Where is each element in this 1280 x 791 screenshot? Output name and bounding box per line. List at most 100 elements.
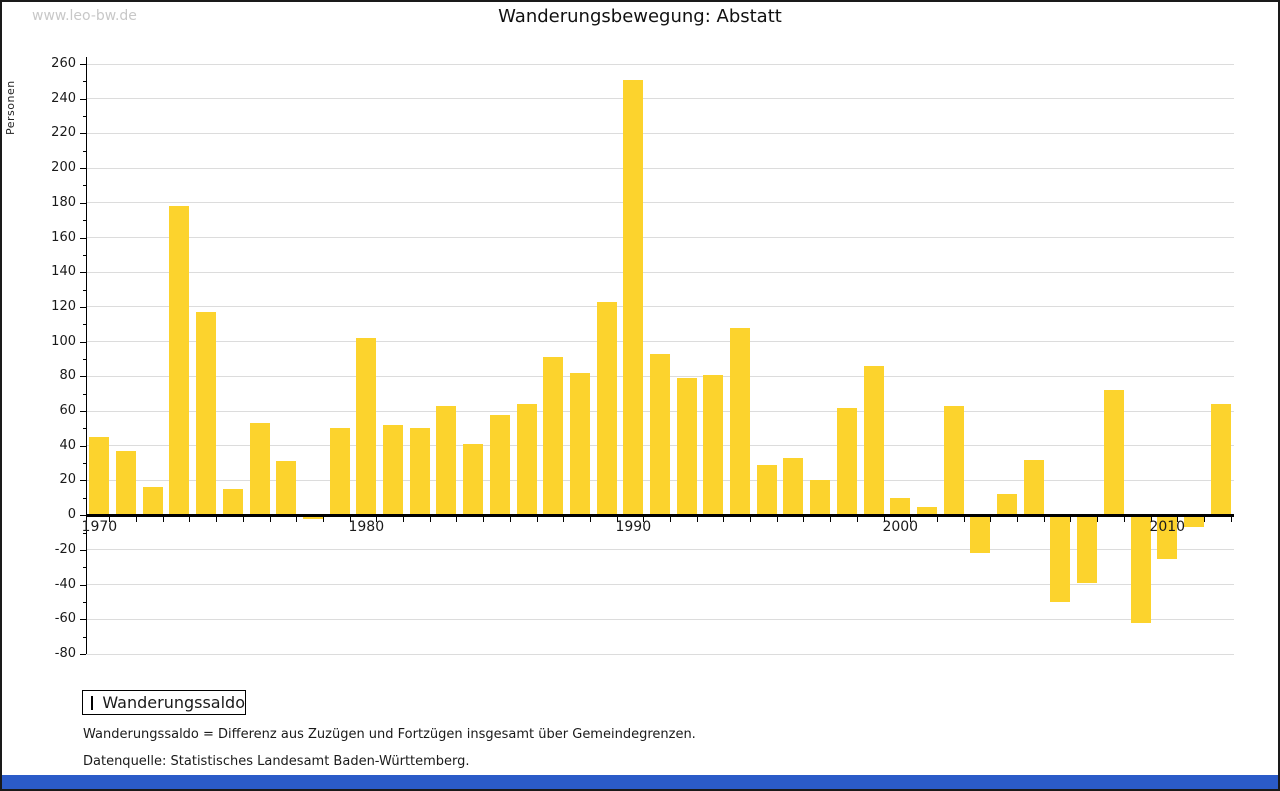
y-axis-major-tick	[80, 133, 86, 135]
x-axis-tick	[1203, 517, 1205, 523]
y-axis-tick-label: -40	[54, 576, 76, 592]
y-axis-tick-label: 260	[51, 56, 76, 71]
chart-title: Wanderungsbewegung: Abstatt	[498, 6, 782, 27]
y-axis-major-tick	[80, 341, 86, 343]
watermark-url: www.leo-bw.de	[32, 8, 137, 24]
x-axis-tick	[910, 517, 912, 523]
x-axis-tick	[1017, 517, 1019, 523]
bar-1989	[596, 301, 617, 516]
bar-2007	[1077, 515, 1098, 583]
bar-2011	[1183, 515, 1204, 528]
gridline	[86, 98, 1234, 100]
y-axis-minor-tick	[83, 254, 86, 256]
gridline	[86, 549, 1234, 551]
bar-1972	[142, 487, 163, 516]
x-axis-tick	[643, 517, 645, 523]
y-axis-minor-tick	[83, 636, 86, 638]
x-axis-tick	[963, 517, 965, 523]
y-axis-tick-label: 40	[59, 437, 76, 453]
y-axis-tick-label: -60	[54, 611, 76, 627]
x-axis-tick	[509, 517, 511, 523]
gridline	[86, 653, 1234, 655]
y-axis-major-tick	[80, 306, 86, 308]
footer-color-bar	[2, 775, 1278, 789]
y-axis-major-tick	[80, 168, 86, 170]
bar-1998	[836, 407, 857, 516]
bar-1997	[810, 480, 831, 516]
x-axis-tick	[563, 517, 565, 523]
gridline	[86, 202, 1234, 204]
legend-swatch-icon	[91, 695, 94, 710]
bar-1999	[863, 365, 884, 516]
y-axis-major-tick	[80, 584, 86, 586]
bar-2006	[1050, 515, 1071, 602]
x-axis-label-2010: 2010	[1149, 519, 1186, 536]
y-axis-tick-label: 200	[51, 160, 76, 176]
bar-1995	[756, 464, 777, 516]
gridline	[86, 63, 1234, 65]
x-axis-tick	[1177, 517, 1179, 523]
bar-2009	[1130, 515, 1151, 623]
x-axis-tick	[589, 517, 591, 523]
gridline	[86, 306, 1234, 308]
y-axis-tick-label: 140	[51, 264, 76, 280]
bar-2002	[943, 405, 964, 516]
y-axis-minor-tick	[83, 324, 86, 326]
legend-box: Wanderungssaldo	[82, 690, 246, 715]
bar-2008	[1103, 390, 1124, 516]
bar-1982	[409, 428, 430, 516]
x-axis-label-1970: 1970	[81, 519, 118, 536]
y-axis-tick-label: 120	[51, 298, 76, 314]
footnote-definition: Wanderungssaldo = Differenz aus Zuzügen …	[83, 727, 696, 742]
y-axis-tick-label: 180	[51, 194, 76, 210]
bar-1980	[356, 338, 377, 516]
y-axis-minor-tick	[83, 463, 86, 465]
bar-2005	[1023, 459, 1044, 516]
bar-2012	[1210, 404, 1231, 516]
y-axis-minor-tick	[83, 185, 86, 187]
y-axis-tick-label: 240	[51, 90, 76, 106]
x-axis-label-1980: 1980	[348, 519, 385, 536]
bar-1986	[516, 404, 537, 516]
y-axis-minor-tick	[83, 359, 86, 360]
y-axis-major-tick	[80, 272, 86, 274]
y-axis-minor-tick	[83, 601, 86, 603]
y-axis-minor-tick	[83, 81, 86, 83]
x-axis-tick	[856, 517, 858, 523]
x-axis-tick	[1230, 517, 1232, 523]
bar-1996	[783, 457, 804, 516]
gridline	[86, 271, 1234, 273]
bar-1994	[730, 327, 751, 516]
y-axis-tick-label: 60	[59, 403, 76, 419]
bar-1984	[463, 444, 484, 516]
x-axis-tick	[376, 517, 378, 523]
x-axis-tick	[1123, 517, 1125, 523]
y-axis-minor-tick	[83, 116, 86, 118]
y-axis-major-tick	[80, 411, 86, 413]
y-axis-major-tick	[80, 549, 86, 551]
y-axis-tick-label: 100	[51, 333, 76, 349]
gridline	[86, 167, 1234, 169]
y-axis-minor-tick	[83, 150, 86, 152]
bar-1990	[623, 79, 644, 516]
y-axis-major-tick	[80, 202, 86, 204]
x-axis-tick	[1097, 517, 1099, 523]
y-axis-major-tick	[80, 64, 86, 65]
bar-1988	[569, 372, 590, 516]
x-axis-tick	[242, 517, 244, 523]
y-axis-major-tick	[80, 445, 86, 447]
gridline	[86, 584, 1234, 586]
bar-1971	[116, 450, 137, 516]
x-axis-tick	[776, 517, 778, 523]
bar-2004	[997, 494, 1018, 516]
x-axis-label-2000: 2000	[882, 519, 919, 536]
bar-1974	[196, 312, 217, 516]
y-axis-minor-tick	[83, 393, 86, 395]
y-axis-minor-tick	[83, 428, 86, 430]
bar-1979	[329, 428, 350, 516]
x-axis-tick	[349, 517, 351, 523]
y-axis-major-tick	[80, 654, 86, 655]
x-axis-tick	[803, 517, 805, 523]
y-axis-major-tick	[80, 98, 86, 100]
